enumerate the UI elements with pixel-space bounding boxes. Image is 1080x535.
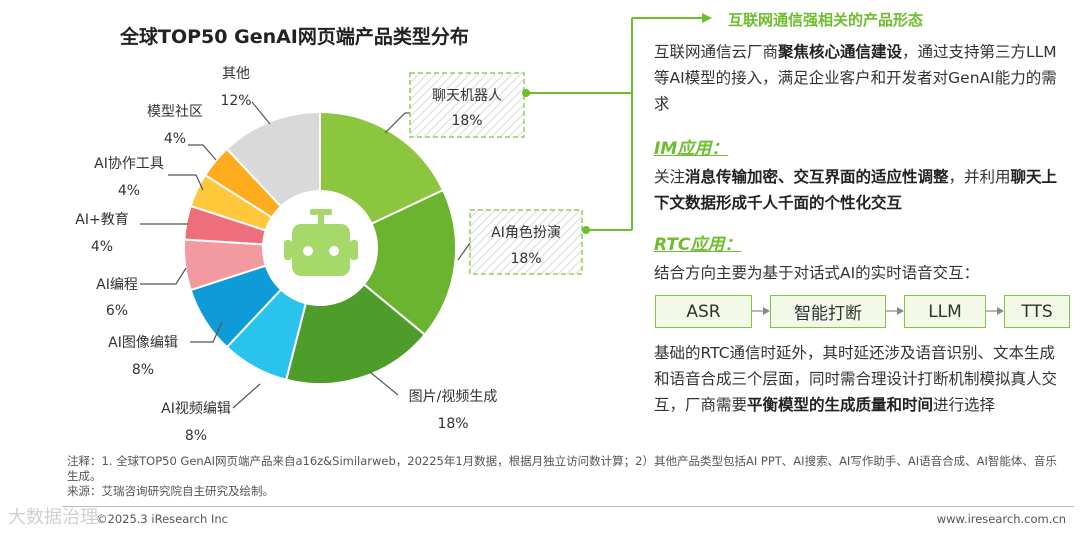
label-image-video-name: 图片/视频生成 <box>409 389 498 405</box>
footer-divider <box>62 506 1074 507</box>
label-roleplay-name: AI角色扮演 <box>491 224 561 241</box>
footnote-source: 来源：艾瑞咨询研究院自主研究及绘制。 <box>67 484 274 498</box>
footnote-annotation: 注释：1. 全球TOP50 GenAI网页端产品来自a16z&Similarwe… <box>67 454 1057 483</box>
label-other-pct: 12% <box>220 93 251 109</box>
p1-text-a: 互联网通信云厂商 <box>654 43 779 61</box>
callout-box-chatbot <box>409 72 525 138</box>
donut-chart: 聊天机器人 18% AI角色扮演 18% 图片/视频生成 18% AI视频编辑 … <box>75 66 583 444</box>
leader-line-ai-video <box>232 383 261 409</box>
p1-text-bold: 聚焦核心通信建设 <box>778 43 903 61</box>
label-ai-education-pct: 4% <box>91 239 113 255</box>
flow-arrow-2-icon <box>897 307 904 315</box>
label-chatbot-pct: 18% <box>451 113 482 129</box>
footnotes: 注释：1. 全球TOP50 GenAI网页端产品来自a16z&Similarwe… <box>67 454 1067 499</box>
label-roleplay-pct: 18% <box>510 251 541 267</box>
p1-text-b: ，通过支持第三方LLM等AI模型的接入，满足企业客户和开发者对GenAI能力的需… <box>654 43 1057 113</box>
leader-line-other <box>251 101 271 125</box>
p2-text-bold-a: 消息传输加密、交互界面的适应性调整 <box>685 168 949 186</box>
flow-step-asr: ASR <box>655 295 752 328</box>
label-chatbot-name: 聊天机器人 <box>432 88 502 104</box>
leader-line-model-community <box>188 144 217 161</box>
p4-text-bold: 平衡模型的生成质量和时间 <box>747 396 934 414</box>
label-ai-collab-pct: 4% <box>118 183 140 199</box>
arrow-head-icon <box>702 13 712 23</box>
paragraph-rtc-detail: 基础的RTC通信时延外，其时延还涉及语音识别、文本生成和语音合成三个层面，同时需… <box>654 340 1068 418</box>
label-ai-image-pct: 8% <box>132 362 154 378</box>
watermark-logo: 大数据治理 <box>8 507 98 528</box>
callout-tick-ai-roleplay <box>457 242 471 261</box>
im-section-title: IM应用： <box>654 139 729 159</box>
callout-box-ai-roleplay <box>469 209 583 275</box>
label-model-community-pct: 4% <box>164 131 186 147</box>
label-image-video-pct: 18% <box>437 416 468 432</box>
leader-line-ai-collab <box>168 174 204 191</box>
flow-step-smart-interrupt: 智能打断 <box>770 295 886 328</box>
p2-text-a: 关注 <box>654 168 686 186</box>
paragraph-im: 关注消息传输加密、交互界面的适应性调整，并利用聊天上下文数据形成千人千面的个性化… <box>654 164 1064 216</box>
side-panel-header: 互联网通信强相关的产品形态 <box>728 11 924 29</box>
leader-line-image-video <box>369 371 399 396</box>
paragraph-rtc-intro: 结合方向主要为基于对话式AI的实时语音交互： <box>654 264 980 282</box>
label-model-community-name: 模型社区 <box>147 104 203 120</box>
flow-step-tts: TTS <box>1004 295 1070 328</box>
label-ai-video-name: AI视频编辑 <box>161 401 231 417</box>
label-other-name: 其他 <box>222 66 250 82</box>
paragraph-cloud-vendors: 互联网通信云厂商聚焦核心通信建设，通过支持第三方LLM等AI模型的接入，满足企业… <box>654 39 1064 117</box>
p4-text-a: 基础的RTC通信时延外，其时延还涉及语音识别、文本生成和语音合成三个层面，同时需… <box>654 344 1058 414</box>
label-ai-coding-pct: 6% <box>106 303 128 319</box>
copyright-text: ©2025.3 iResearch Inc <box>96 512 228 526</box>
chart-title: 全球TOP50 GenAI网页端产品类型分布 <box>120 26 469 48</box>
flow-step-llm: LLM <box>904 295 986 328</box>
p4-text-b: 进行选择 <box>933 396 996 414</box>
label-ai-video-pct: 8% <box>185 428 207 444</box>
leader-line-ai-coding <box>140 267 187 285</box>
flow-arrow-3-icon <box>997 307 1004 315</box>
label-ai-coding-name: AI编程 <box>96 277 138 293</box>
label-ai-education-name: AI+教育 <box>75 212 128 228</box>
p2-text-bold-b: 聊天上下文数据形成千人千面的个性化交互 <box>654 168 1058 212</box>
leader-line-chatbot <box>384 112 410 134</box>
label-ai-image-name: AI图像编辑 <box>108 335 178 351</box>
rtc-section-title: RTC应用： <box>654 235 742 255</box>
label-ai-collab-name: AI协作工具 <box>94 156 164 172</box>
robot-icon <box>263 191 377 305</box>
flow-arrow-1-icon <box>763 307 770 315</box>
leader-line-ai-image <box>190 321 223 343</box>
p2-text-b: ，并利用 <box>948 168 1011 186</box>
website-link[interactable]: www.iresearch.com.cn <box>936 512 1066 526</box>
